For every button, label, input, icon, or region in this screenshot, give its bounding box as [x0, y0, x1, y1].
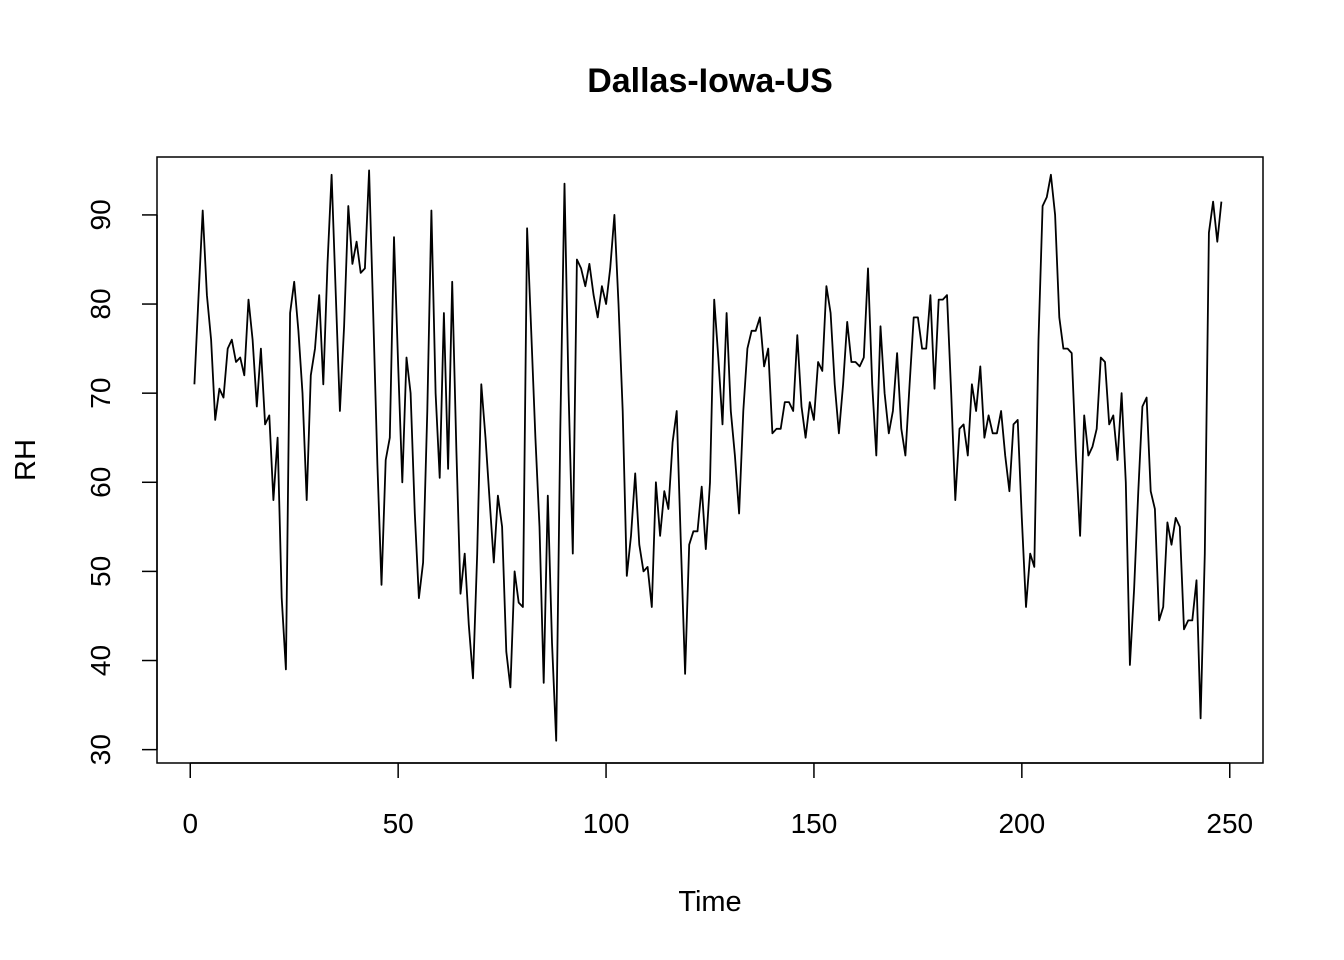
x-tick-label: 100 [583, 808, 630, 839]
x-tick-label: 200 [998, 808, 1045, 839]
y-axis: 30 40 50 60 70 80 90 [85, 199, 158, 765]
y-tick-label: 70 [85, 378, 116, 409]
x-tick-label: 50 [383, 808, 414, 839]
x-tick-label: 0 [182, 808, 198, 839]
x-tick-label: 250 [1206, 808, 1253, 839]
y-tick-label: 60 [85, 467, 116, 498]
y-tick-label: 40 [85, 645, 116, 676]
y-axis-label: RH [10, 439, 42, 481]
y-tick-label: 50 [85, 556, 116, 587]
x-tick-label: 150 [791, 808, 838, 839]
x-axis-label: Time [678, 886, 741, 918]
y-tick-label: 90 [85, 199, 116, 230]
series-line [193, 169, 1223, 742]
y-tick-label: 80 [85, 288, 116, 319]
x-axis: 0 50 100 150 200 250 [182, 762, 1253, 839]
y-tick-label: 30 [85, 734, 116, 765]
series-group [193, 169, 1223, 742]
chart-title: Dallas-Iowa-US [587, 62, 833, 100]
